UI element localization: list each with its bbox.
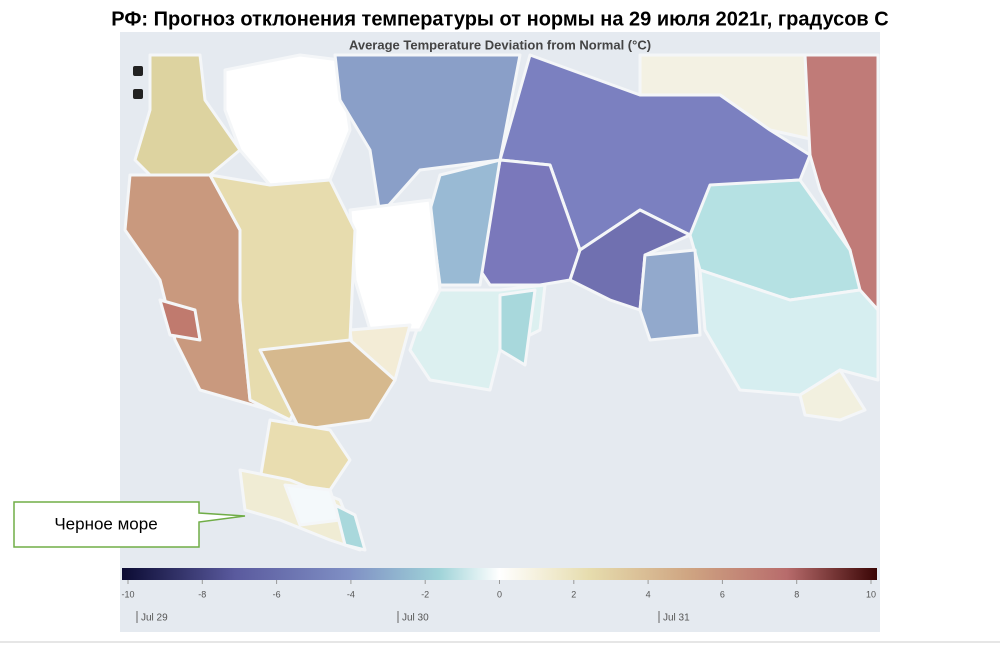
colorbar-tick-label: 6 [720,589,725,599]
zoom-in-button[interactable] [133,66,143,76]
callout-box [13,501,246,548]
region [258,338,397,432]
colorbar [122,568,877,580]
region [698,268,880,397]
region [498,288,537,367]
region [638,248,702,342]
colorbar-tick-label: 0 [497,589,502,599]
colorbar-tick-label: 10 [866,589,876,599]
region [258,418,352,492]
region [333,53,522,217]
region [158,298,202,342]
colorbar-tick-label: -10 [121,589,134,599]
colorbar-tick-label: -4 [347,589,355,599]
timeline-label: Jul 29 [141,613,168,624]
colorbar-tick-label: -6 [273,589,281,599]
colorbar-tick-label: -2 [421,589,429,599]
colorbar-tick-label: 2 [571,589,576,599]
timeline-label: Jul 30 [402,613,429,624]
colorbar-tick-label: -8 [198,589,206,599]
colorbar-tick-label: 8 [794,589,799,599]
region [798,368,867,422]
zoom-out-button[interactable] [133,89,143,99]
colorbar-tick-label: 4 [646,589,651,599]
timeline-label: Jul 31 [663,613,690,624]
page-title: РФ: Прогноз отклонения температуры от но… [111,8,888,30]
region [333,503,367,552]
region [348,198,442,332]
map-title: Average Temperature Deviation from Norma… [349,37,651,52]
callout-label: Черное море [54,514,157,533]
callout: Черное море [13,501,246,548]
regions [123,53,880,552]
colorbar-ticks: -10 -8 -6 -4 -2 0 2 4 6 8 10 [121,580,876,599]
timeline: Jul 29 Jul 30 Jul 31 [136,611,690,624]
